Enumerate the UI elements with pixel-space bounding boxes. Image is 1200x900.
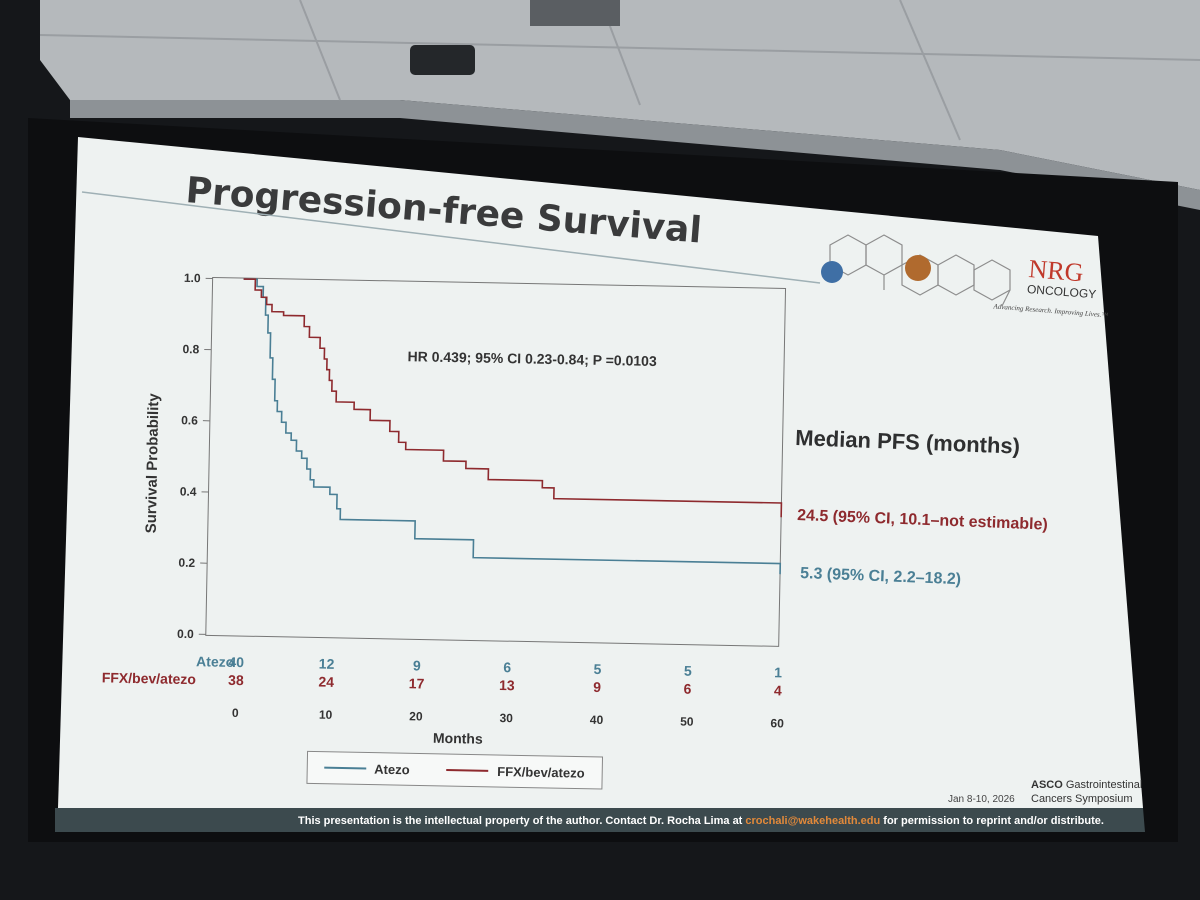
at-risk-ffx: 6 (683, 681, 691, 697)
at-risk-ffx: 9 (593, 679, 601, 695)
title-underline (81, 191, 821, 284)
x-tick-label: 30 (499, 711, 513, 725)
x-tick-label: 60 (770, 716, 784, 730)
curve-ffx (243, 278, 783, 518)
y-tick-label: 0.2 (178, 556, 195, 570)
contact-email: crochali@wakehealth.edu (745, 815, 880, 827)
legend-label-atezo: Atezo (374, 762, 410, 778)
hr-annotation: HR 0.439; 95% CI 0.23-0.84; P =0.0103 (407, 348, 657, 369)
y-axis: 0.0 0.2 0.4 0.6 0.8 1.0 (177, 271, 213, 641)
x-tick-label: 20 (409, 709, 423, 723)
y-tick-label: 0.6 (181, 413, 198, 427)
at-risk-ffx: 24 (318, 674, 334, 690)
risk-label-atezo: Atezo (196, 653, 234, 670)
x-tick-label: 0 (232, 706, 239, 720)
x-tick-label: 10 (319, 708, 333, 722)
slide-background (58, 137, 1143, 808)
svg-text:NRG: NRG (1028, 254, 1085, 287)
legend-swatch-atezo (324, 766, 367, 770)
footer-notice: This presentation is the intellectual pr… (298, 815, 1104, 827)
x-axis: 0 10 20 30 40 50 60 (232, 706, 785, 731)
at-risk-ffx: 13 (499, 677, 515, 693)
at-risk-ffx: 4 (774, 682, 782, 698)
y-axis-label: Survival Probability (143, 392, 163, 533)
svg-text:Cancers Symposium: Cancers Symposium (1031, 793, 1132, 805)
at-risk-atezo: 9 (413, 657, 421, 673)
cell-image-orange (905, 255, 931, 281)
projector-icon (410, 45, 475, 75)
median-atezo: 5.3 (95% CI, 2.2–18.2) (800, 565, 962, 588)
risk-label-ffx: FFX/bev/atezo (102, 669, 196, 687)
y-tick-label: 0.8 (182, 342, 199, 356)
at-risk-atezo: 5 (593, 661, 601, 677)
at-risk-ffx: 38 (228, 672, 244, 688)
legend-swatch-ffx (446, 769, 489, 772)
conference-date: Jan 8-10, 2026 (948, 794, 1015, 805)
footer-bar (55, 808, 1145, 832)
at-risk-atezo: 40 (228, 654, 244, 670)
at-risk-atezo: 12 (319, 656, 335, 672)
asco-logo: ASCO Gastrointestinal Cancers Symposium (1031, 779, 1142, 805)
x-axis-label: Months (433, 730, 483, 747)
y-tick-label: 0.0 (177, 627, 194, 641)
at-risk-atezo: 1 (774, 664, 782, 680)
svg-text:ONCOLOGY: ONCOLOGY (1027, 282, 1097, 301)
risk-table: 40 38 12 24 9 17 6 13 5 9 5 6 1 4 (228, 654, 782, 699)
curve-atezo (243, 278, 782, 575)
at-risk-ffx: 17 (409, 675, 425, 691)
plot-frame (205, 276, 787, 647)
x-tick-label: 50 (680, 715, 694, 729)
y-tick-label: 1.0 (184, 271, 201, 285)
y-tick-label: 0.4 (180, 484, 197, 498)
svg-text:ASCO Gastrointestinal: ASCO Gastrointestinal (1031, 779, 1142, 791)
molecule-graphic (829, 234, 1011, 307)
at-risk-atezo: 5 (684, 663, 692, 679)
at-risk-atezo: 6 (503, 659, 511, 675)
x-tick-label: 40 (590, 713, 604, 727)
curves (243, 278, 783, 575)
km-chart: 0.0 0.2 0.4 0.6 0.8 1.0 HR 0.439; 95% CI 0.23… (102, 271, 787, 790)
legend-label-ffx: FFX/bev/atezo (497, 764, 585, 781)
cell-image-blue (821, 261, 843, 283)
